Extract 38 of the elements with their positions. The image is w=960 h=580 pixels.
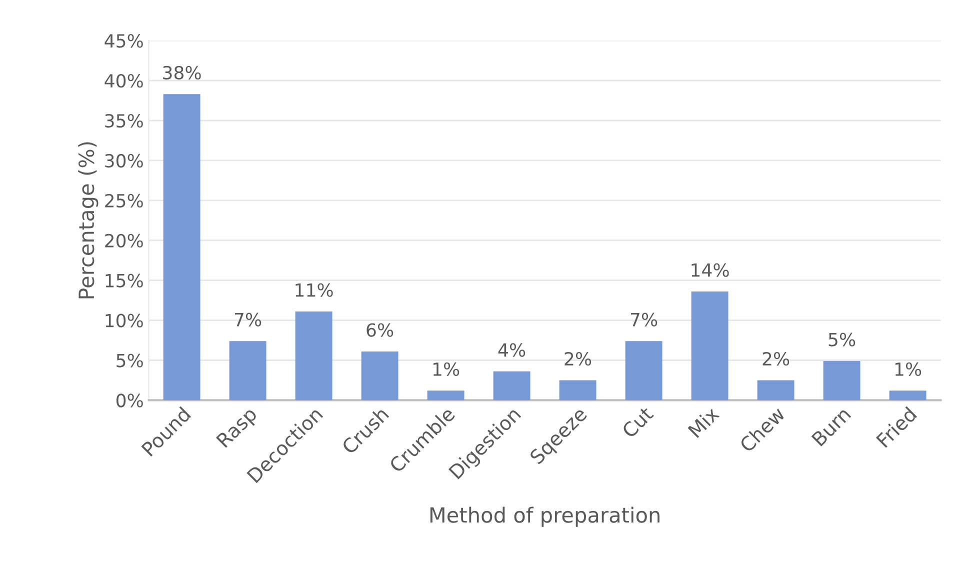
data-label: 2% [762,352,790,366]
data-label: 38% [163,66,201,80]
data-label: 7% [234,312,262,326]
data-label: 11% [296,283,333,297]
data-label: 6% [366,323,394,337]
y-axis-title: Percentage (%) [78,142,98,298]
bar [163,94,200,400]
bar [493,371,530,400]
data-label: 5% [828,332,856,346]
bar [625,341,662,400]
x-tick-label: Cut [621,406,654,439]
y-tick-label: 25% [105,194,143,208]
data-label: 1% [433,362,460,376]
bar [295,312,332,400]
bar [427,390,464,400]
y-tick-label: 5% [116,354,143,368]
y-tick-label: 0% [116,394,143,408]
data-label: 4% [498,343,526,357]
y-tick-label: 20% [105,234,143,248]
bar [823,361,860,400]
data-label: 2% [564,352,592,366]
data-label: 7% [630,312,658,326]
bar [361,351,398,400]
bar [691,292,728,400]
bar [889,390,926,400]
y-tick-label: 15% [106,274,143,288]
y-tick-label: 40% [104,74,143,88]
data-label: 1% [895,362,922,376]
x-axis-title: Method of preparation [430,506,660,527]
y-tick-label: 35% [105,114,143,128]
x-tick-label: Mix [687,406,720,438]
y-tick-label: 10% [106,314,143,328]
y-tick-label: 45% [104,34,143,48]
y-tick-label: 30% [105,154,143,168]
data-label: 14% [692,263,729,277]
bar [559,380,596,400]
bar [757,380,794,400]
bar [229,341,266,400]
